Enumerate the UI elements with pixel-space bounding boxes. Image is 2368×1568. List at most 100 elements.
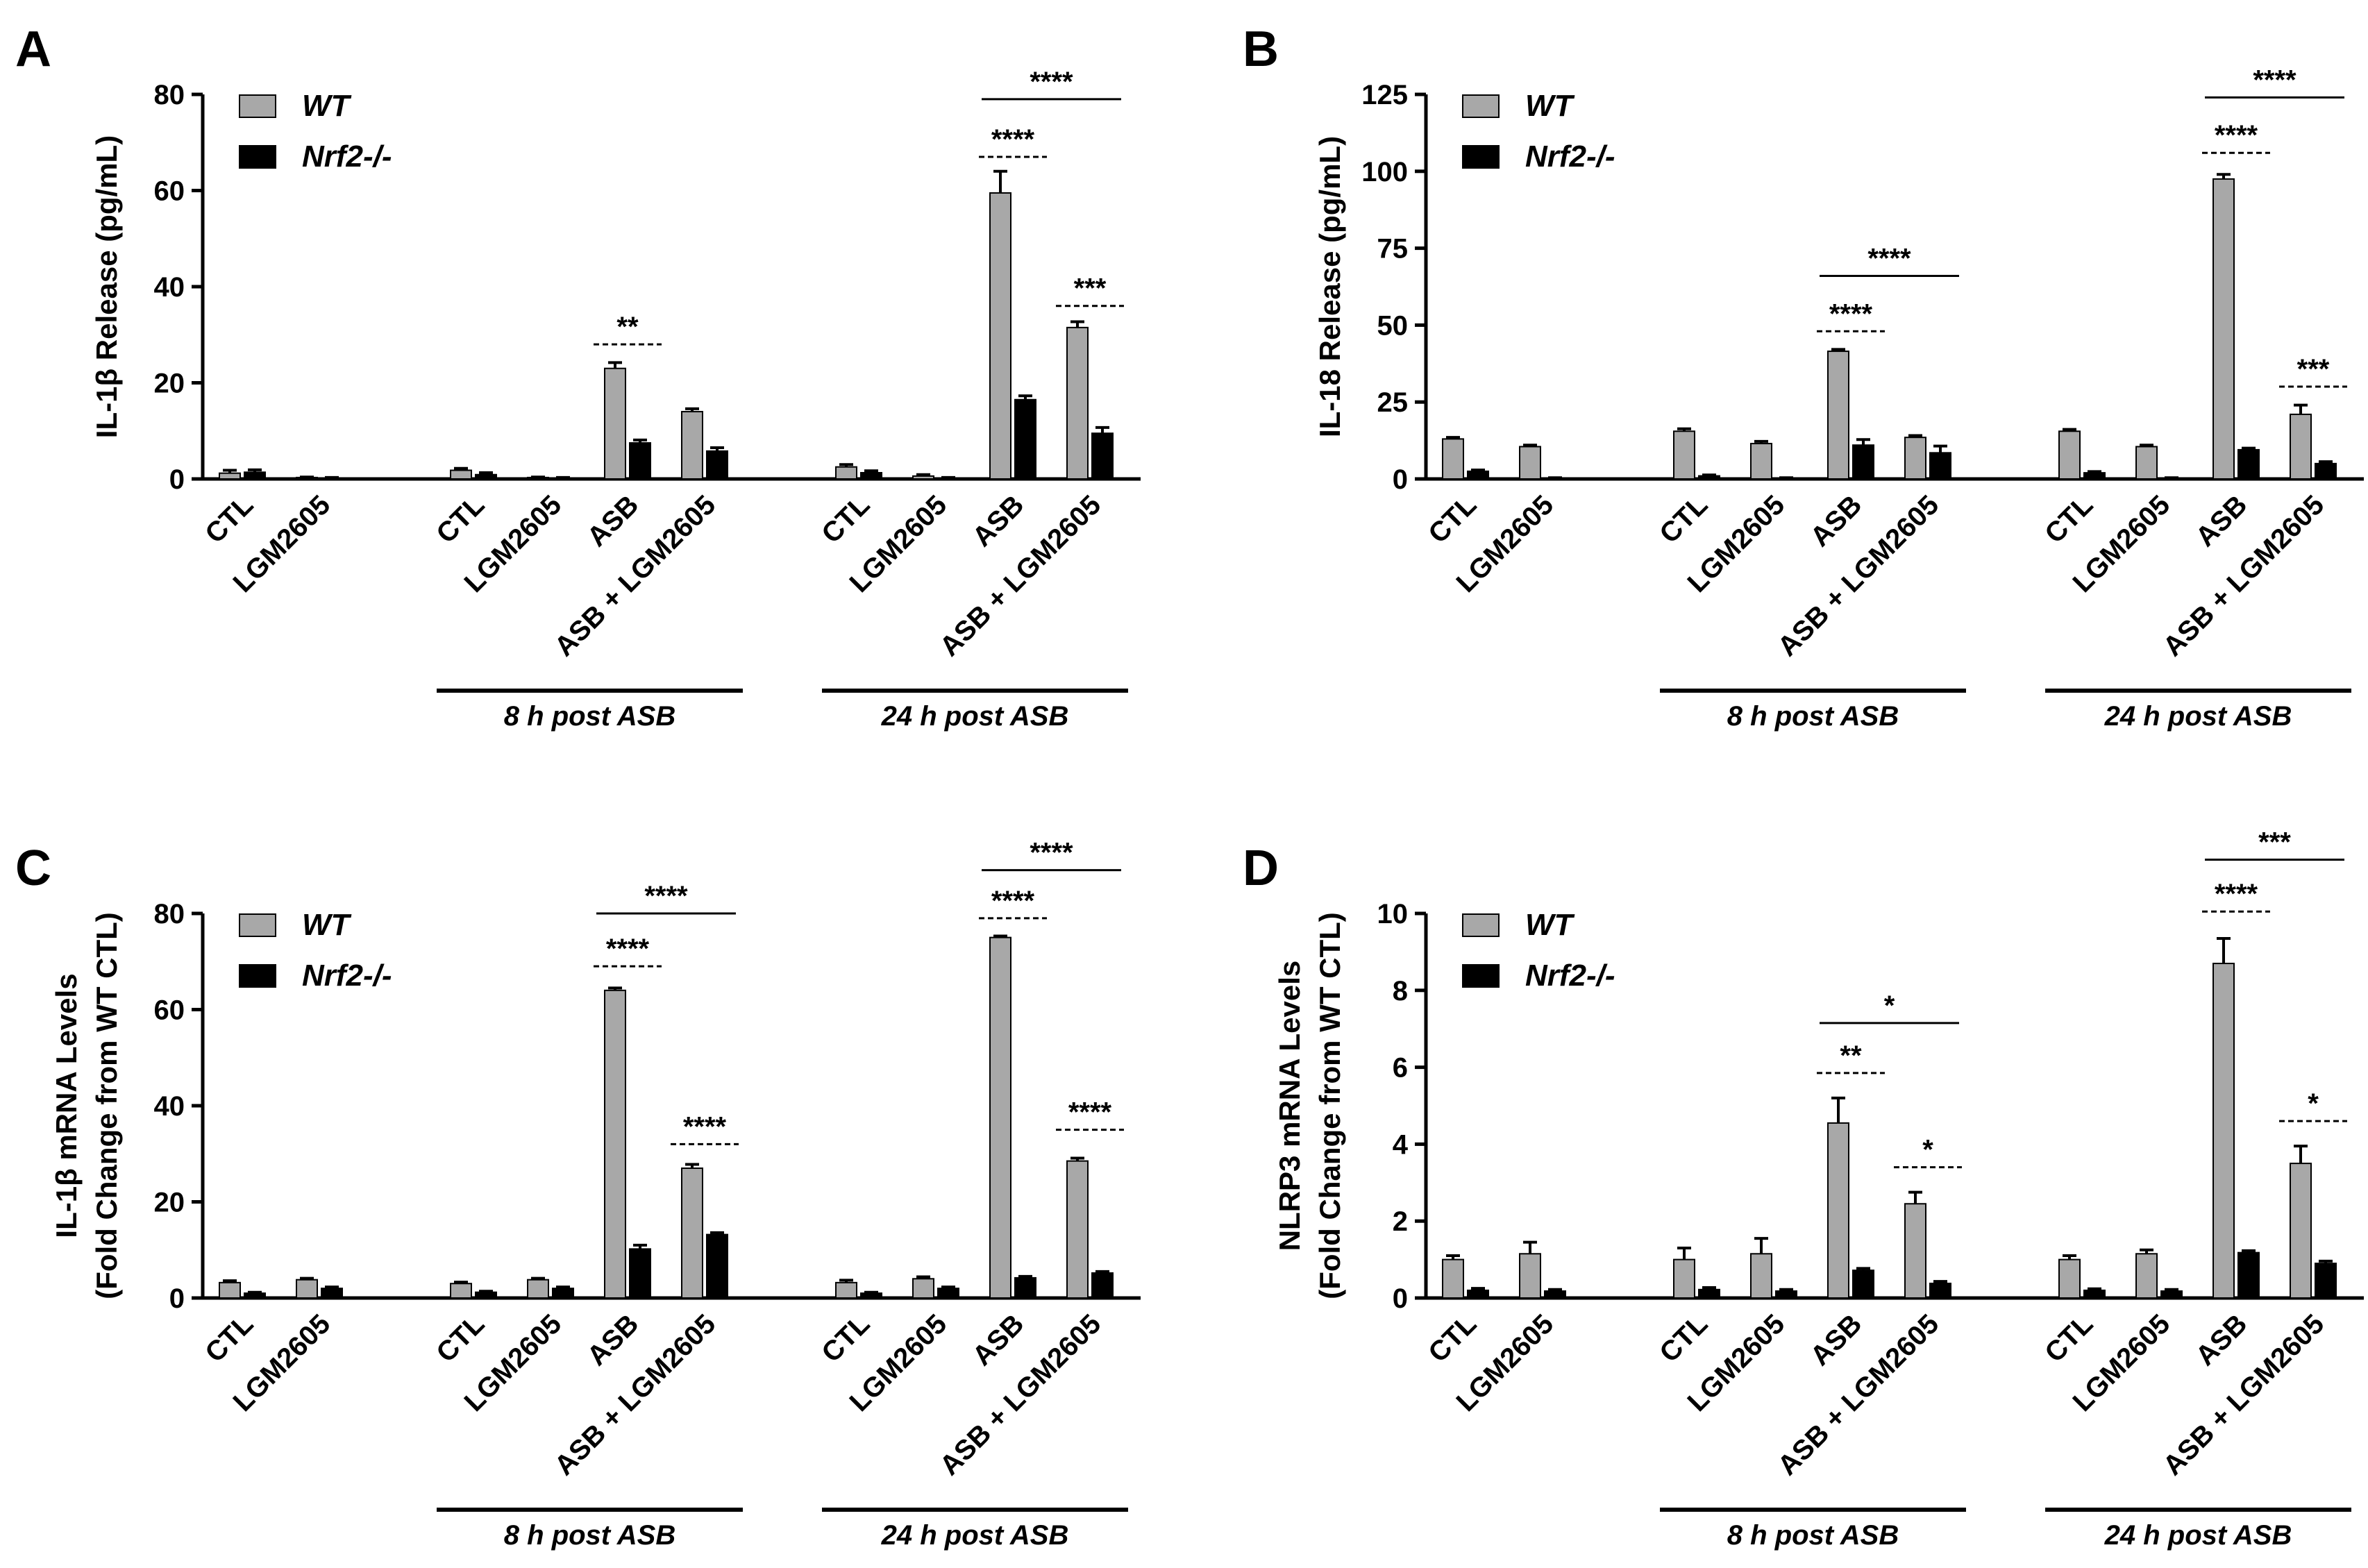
bar-ko-5 [706,450,728,480]
group-label: 24 h post ASB [881,701,1069,732]
significance-label: **** [1867,243,1911,273]
significance-label: *** [2297,354,2330,385]
bar-wt-4 [1827,351,1849,480]
bar-ko-5 [1929,452,1951,480]
y-axis-label: NLRP3 mRNA Levels [1273,961,1306,1251]
bar-wt-5 [1904,1203,1926,1299]
bar-wt-7 [2135,446,2158,480]
legend-label-wt: WT [1525,89,1575,123]
y-tick-label: 25 [1377,387,1409,418]
y-tick-label: 80 [154,80,185,110]
legend-label-wt: WT [1525,908,1575,942]
bar-ko-7 [2160,1290,2183,1299]
panel-D: D 0 2 4 6 8 10 NLRP3 mRNA Levels (Fold Change fr… [1243,827,2364,1551]
bar-wt-0 [219,472,241,480]
legend-swatch-wt [239,913,276,937]
bar-ko-2 [1698,1288,1720,1299]
bar-ko-4 [1852,444,1874,480]
x-tick-label: CTL [1654,489,1713,549]
y-tick-label: 100 [1361,157,1408,187]
bar-ko-9 [2315,1263,2337,1299]
y-tick-label: 125 [1361,80,1408,110]
x-tick-label: CTL [199,489,259,549]
significance-label: **** [1030,838,1073,868]
y-axis-label-2: (Fold Change from WT CTL) [1313,912,1346,1299]
y-tick-label: 10 [1377,899,1409,929]
bar-ko-3 [552,1288,574,1299]
legend-label-ko: Nrf2-/- [1525,140,1615,174]
legend-swatch-ko [239,964,276,988]
bar-ko-6 [860,1292,882,1299]
bar-ko-6 [860,471,882,480]
bar-wt-4 [604,367,626,480]
x-tick-label: CTL [430,489,490,549]
bar-wt-6 [835,466,857,480]
x-tick-label: ASB [967,1308,1030,1372]
panel-letter: B [1243,22,1279,77]
x-tick-label: CTL [1422,1308,1482,1368]
y-tick-label: 6 [1393,1053,1408,1084]
bar-wt-9 [2290,413,2312,480]
y-tick-label: 40 [154,272,185,303]
bar-wt-2 [450,1283,472,1299]
significance-label: **** [1829,298,1873,329]
x-tick-label: CTL [2039,1308,2099,1368]
bar-wt-8 [2212,963,2235,1299]
bar-ko-5 [706,1233,728,1299]
y-tick-label: 0 [1393,464,1408,495]
y-tick-label: 60 [154,995,185,1026]
bar-wt-8 [989,936,1011,1299]
bar-wt-3 [527,1279,549,1299]
legend-label-wt: WT [302,908,352,942]
y-tick-label: 40 [154,1091,185,1122]
bar-ko-9 [2315,462,2337,480]
significance-label: **** [683,1111,727,1142]
x-tick-label: CTL [2039,489,2099,549]
bar-wt-6 [2058,1258,2081,1299]
bar-wt-5 [681,411,703,480]
x-tick-label: ASB [1805,489,1868,553]
bar-wt-3 [1750,443,1772,480]
group-label: 8 h post ASB [1727,701,1899,732]
bar-ko-3 [1775,1290,1797,1299]
bar-ko-6 [2083,472,2106,480]
bar-ko-4 [1852,1270,1874,1299]
legend-swatch-ko [1462,145,1500,169]
bar-ko-4 [629,1248,651,1299]
group-label: 8 h post ASB [504,701,675,732]
y-tick-label: 80 [154,899,185,929]
bar-wt-0 [219,1281,241,1299]
panel-B: B 0 25 50 75 100 125 IL-18 Release (pg/mL) WT Nrf… [1243,22,2364,732]
legend-label-ko: Nrf2-/- [1525,959,1615,993]
legend-label-wt: WT [302,89,352,123]
y-tick-label: 20 [154,369,185,399]
significance-label: **** [1068,1097,1112,1128]
legend-swatch-ko [239,145,276,169]
group-label: 24 h post ASB [2104,701,2292,732]
panel-A: A 0 20 40 60 80 IL-1β Release (pg/mL) WT Nrf2-/-… [15,22,1141,732]
significance-label: **** [606,934,650,964]
bar-wt-5 [681,1167,703,1299]
y-tick-label: 0 [1393,1283,1408,1314]
significance-label: **** [991,886,1035,916]
panel-letter: C [15,841,51,896]
significance-label: *** [1074,273,1107,304]
panel-letter: D [1243,841,1279,896]
legend-swatch-ko [1462,964,1500,988]
legend-label-ko: Nrf2-/- [302,959,392,993]
significance-label: **** [2253,65,2296,95]
bar-wt-5 [1904,437,1926,480]
bar-wt-6 [2058,430,2081,480]
y-axis-label-2: (Fold Change from WT CTL) [90,912,123,1299]
legend-swatch-wt [239,94,276,118]
significance-label: **** [2215,879,2258,909]
bar-ko-1 [321,1288,343,1299]
bar-ko-7 [937,1288,959,1299]
panel-letter: A [15,22,51,77]
bar-wt-9 [1066,326,1089,480]
group-label: 8 h post ASB [1727,1520,1899,1551]
significance-label: * [1922,1135,1933,1165]
significance-label: *** [2258,827,2291,857]
bar-ko-0 [244,1292,266,1299]
bar-ko-8 [2237,1251,2260,1299]
